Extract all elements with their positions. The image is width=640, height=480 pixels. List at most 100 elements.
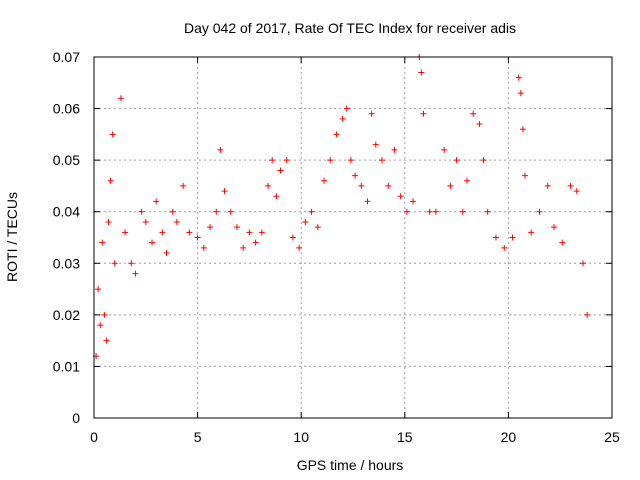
data-point	[470, 110, 477, 117]
y-tick-label: 0.02	[53, 307, 80, 323]
data-point	[142, 219, 149, 226]
data-point	[258, 229, 265, 236]
data-point	[128, 260, 135, 267]
data-point	[308, 208, 315, 215]
data-point	[573, 188, 580, 195]
data-point	[517, 90, 524, 97]
data-point	[302, 219, 309, 226]
data-points	[93, 54, 591, 360]
data-point	[501, 244, 508, 251]
data-point	[180, 182, 187, 189]
y-tick-label: 0.07	[53, 49, 80, 65]
data-point	[528, 229, 535, 236]
data-point	[441, 146, 448, 153]
data-point	[391, 146, 398, 153]
data-point	[536, 208, 543, 215]
data-point	[107, 177, 114, 184]
data-point	[403, 208, 410, 215]
x-tick-label: 10	[293, 429, 309, 445]
data-point	[519, 126, 526, 133]
data-point	[252, 239, 259, 246]
data-point	[97, 322, 104, 329]
data-point	[122, 229, 129, 236]
data-point	[194, 234, 201, 241]
data-point	[246, 229, 253, 236]
data-point	[459, 208, 466, 215]
axis-ticks	[93, 56, 613, 419]
data-point	[277, 167, 284, 174]
x-tick-label: 15	[397, 429, 413, 445]
data-point	[105, 219, 112, 226]
data-point	[227, 208, 234, 215]
data-point	[269, 157, 276, 164]
axis-tick-labels: 0 5 10 15 20 25 0 0.01 0.02 0.03 0.04 0.05 0.06 0.07	[53, 49, 620, 445]
data-point	[207, 224, 214, 231]
data-point	[567, 182, 574, 189]
chart-title: Day 042 of 2017, Rate Of TEC Index for r…	[184, 20, 516, 36]
data-point	[213, 208, 220, 215]
data-point	[320, 177, 327, 184]
data-point	[265, 182, 272, 189]
data-point	[138, 208, 145, 215]
y-tick-label: 0.03	[53, 255, 80, 271]
data-point	[314, 224, 321, 231]
x-tick-label: 25	[604, 429, 620, 445]
data-point	[420, 110, 427, 117]
data-point	[283, 157, 290, 164]
data-point	[397, 193, 404, 200]
data-point	[233, 224, 240, 231]
y-tick-label: 0.06	[53, 101, 80, 117]
data-point	[117, 95, 124, 102]
plot-frame	[93, 56, 613, 419]
data-point	[379, 157, 386, 164]
data-point	[343, 105, 350, 112]
data-point	[521, 172, 528, 179]
data-point	[173, 219, 180, 226]
data-point	[327, 157, 334, 164]
data-point	[273, 193, 280, 200]
data-point	[584, 311, 591, 318]
data-point	[372, 141, 379, 148]
data-point	[447, 182, 454, 189]
data-point	[289, 234, 296, 241]
x-tick-label: 5	[194, 429, 202, 445]
data-point	[99, 239, 106, 246]
x-tick-label: 0	[90, 429, 98, 445]
data-point	[352, 172, 359, 179]
y-tick-label: 0	[72, 410, 80, 426]
data-point	[476, 121, 483, 128]
data-point	[426, 208, 433, 215]
data-point	[186, 229, 193, 236]
data-point	[217, 146, 224, 153]
data-point	[432, 208, 439, 215]
data-point	[200, 244, 207, 251]
data-point	[163, 249, 170, 256]
data-point	[109, 131, 116, 138]
data-point	[358, 182, 365, 189]
data-point	[492, 234, 499, 241]
data-point	[484, 208, 491, 215]
data-point	[544, 182, 551, 189]
x-tick-label: 20	[501, 429, 517, 445]
y-tick-label: 0.05	[53, 152, 80, 168]
data-point	[221, 188, 228, 195]
data-point	[463, 177, 470, 184]
data-point	[480, 157, 487, 164]
y-axis-label: ROTI / TECUs	[4, 192, 20, 282]
data-point	[95, 286, 102, 293]
data-point	[364, 198, 371, 205]
data-point	[385, 182, 392, 189]
data-point	[169, 208, 176, 215]
data-point	[509, 234, 516, 241]
data-point	[559, 239, 566, 246]
data-point	[339, 115, 346, 122]
grid	[94, 57, 612, 418]
data-point	[418, 69, 425, 76]
data-point	[240, 244, 247, 251]
data-point	[347, 157, 354, 164]
data-point	[159, 229, 166, 236]
data-point	[101, 311, 108, 318]
data-point	[515, 74, 522, 81]
data-point	[296, 244, 303, 251]
